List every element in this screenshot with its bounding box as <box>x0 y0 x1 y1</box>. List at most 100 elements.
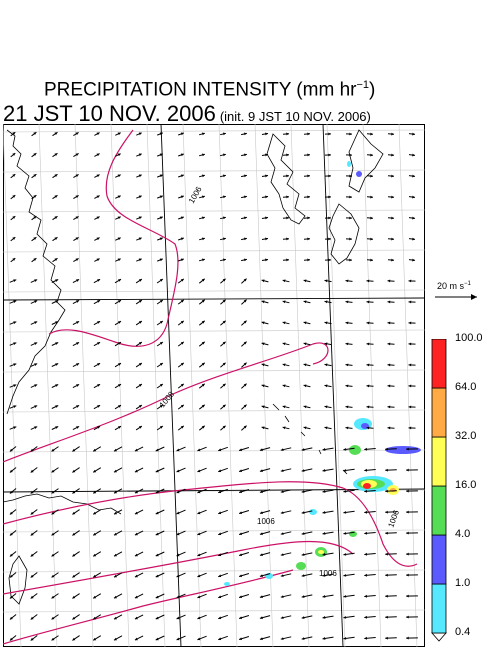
wind-arrow <box>198 237 206 241</box>
wind-arrow <box>52 215 58 221</box>
wind-arrow <box>364 594 376 598</box>
wind-arrow <box>218 488 228 494</box>
wind-arrow <box>280 531 292 535</box>
wind-arrow <box>51 300 59 304</box>
wind-arrow <box>261 405 269 409</box>
wind-arrow <box>282 300 290 304</box>
wind-arrow <box>135 341 143 347</box>
wind-arrow <box>343 615 355 619</box>
wind-arrow <box>93 278 101 284</box>
wind-arrow <box>218 446 228 452</box>
wind-arrow <box>176 593 186 599</box>
wind-arrow <box>157 258 163 262</box>
title-unit-exponent: −1 <box>356 79 370 91</box>
wind-arrow <box>198 278 206 284</box>
wind-arrow <box>92 467 102 473</box>
wind-arrow <box>136 132 142 136</box>
wind-arrow <box>10 194 16 200</box>
wind-arrow <box>10 152 16 158</box>
wind-arrow <box>155 572 165 578</box>
wind-arrow <box>280 594 292 598</box>
wind-arrow <box>197 572 207 578</box>
isobar-southeast <box>3 481 418 567</box>
wind-arrow <box>72 488 80 494</box>
wind-arrow <box>385 636 397 640</box>
wind-arrow <box>52 173 58 179</box>
wind-arrow <box>72 530 80 536</box>
wind-arrow <box>345 174 353 178</box>
wind-arrow <box>176 551 186 557</box>
wind-arrow <box>9 384 17 388</box>
wind-arrow <box>93 362 101 368</box>
wind-arrow <box>259 489 271 494</box>
rain-cell <box>356 171 362 177</box>
wind-arrow <box>197 551 207 557</box>
wind-arrow <box>303 405 311 409</box>
grid-meridian <box>38 124 58 647</box>
wind-arrow <box>9 467 17 473</box>
wind-arrow <box>92 572 102 578</box>
grid-meridian <box>74 124 94 647</box>
wind-arrow <box>303 363 311 367</box>
wind-arrow <box>31 152 37 158</box>
grid-parallel <box>3 369 425 373</box>
wind-arrow <box>261 216 269 220</box>
wind-arrow <box>259 636 271 641</box>
isobar-southwest <box>3 569 294 645</box>
wind-arrow <box>408 153 416 157</box>
wind-arrow <box>366 216 374 220</box>
wind-arrow <box>324 258 332 262</box>
wind-arrow <box>387 258 395 262</box>
wind-arrow <box>134 467 144 473</box>
wind-arrow <box>366 195 374 199</box>
wind-arrow <box>282 153 290 157</box>
wind-arrow <box>30 321 38 325</box>
wind-arrow <box>322 489 334 493</box>
wind-arrow <box>177 362 185 368</box>
wind-arrow <box>322 594 334 598</box>
wind-arrow <box>261 384 269 388</box>
wind-arrow <box>408 279 416 283</box>
wind-arrow <box>51 279 59 283</box>
wind-arrow <box>155 446 165 452</box>
wind-arrow <box>30 572 38 578</box>
wind-arrow <box>176 488 186 494</box>
wind-arrow <box>51 321 59 325</box>
wind-arrow <box>259 573 271 578</box>
wind-arrow <box>282 174 290 178</box>
wind-arrow <box>156 362 164 368</box>
wind-arrow <box>30 363 38 367</box>
grid-meridian <box>362 124 382 647</box>
wind-arrow <box>387 363 395 367</box>
wind-arrow <box>282 384 290 388</box>
wind-arrow <box>261 321 269 325</box>
wind-arrow <box>240 216 248 220</box>
wind-arrow <box>134 635 144 641</box>
wind-arrow <box>240 258 248 262</box>
rain-cell <box>385 446 421 454</box>
wind-arrow <box>259 594 271 599</box>
wind-arrow <box>198 216 206 220</box>
wind-arrow <box>387 342 395 346</box>
wind-arrow <box>178 237 184 241</box>
wind-arrow <box>259 510 271 515</box>
wind-arrow <box>136 258 142 262</box>
wind-arrow <box>301 489 313 493</box>
grid-parallel <box>3 289 425 293</box>
wind-arrow <box>9 509 17 515</box>
wind-arrow <box>114 278 122 284</box>
wind-arrow <box>324 279 332 283</box>
wind-arrow <box>218 635 228 641</box>
wind-arrow <box>406 615 418 619</box>
wind-arrow <box>408 426 416 430</box>
wind-arrow <box>301 636 313 640</box>
wind-arrow <box>345 342 353 346</box>
rain-cell <box>349 531 357 537</box>
wind-arrow <box>136 174 142 178</box>
wind-arrow <box>241 320 247 326</box>
wind-arrow <box>10 131 16 137</box>
wind-arrow <box>218 572 228 578</box>
wind-arrow <box>241 383 247 389</box>
wind-arrow <box>135 404 143 410</box>
wind-arrow <box>72 572 80 578</box>
